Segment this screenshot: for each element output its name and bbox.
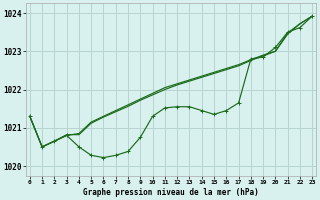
X-axis label: Graphe pression niveau de la mer (hPa): Graphe pression niveau de la mer (hPa): [83, 188, 259, 197]
